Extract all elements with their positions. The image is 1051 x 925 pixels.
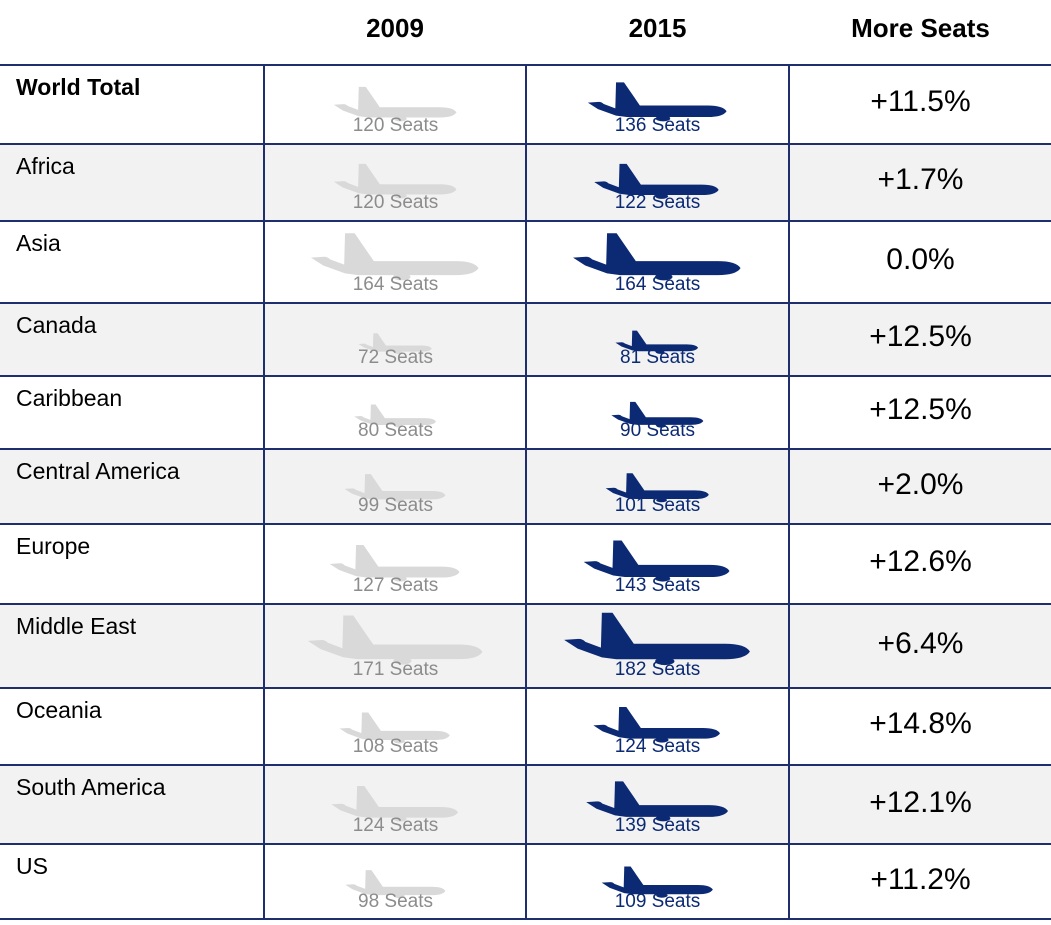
seats-2015-label: 164 Seats [614,273,701,295]
plane-2009-icon [333,164,457,199]
seats-2009-label: 124 Seats [352,815,439,837]
seats-2009-label: 80 Seats [358,420,433,442]
plane-2015-icon [583,540,730,582]
seats-2009-label: 98 Seats [358,890,433,912]
region-label: Central America [16,458,180,485]
column-divider [525,64,527,919]
cell-2009: 108 Seats [265,689,526,764]
cell-2009: 124 Seats [265,766,526,843]
more-seats-value: +14.8% [869,707,972,741]
plane-2015-icon [593,707,721,743]
seats-2015-label: 101 Seats [614,495,701,517]
cell-2015: 139 Seats [527,766,788,843]
cell-2015: 81 Seats [527,304,788,375]
plane-2015-icon [605,473,709,503]
more-seats-value: +12.6% [869,545,972,579]
more-seats-value: +11.2% [870,863,971,897]
region-label: Asia [16,230,61,256]
seats-2009-label: 108 Seats [352,736,439,758]
cell-2009: 164 Seats [265,222,526,302]
region-label: Caribbean [16,384,123,411]
header-more-seats: More Seats [851,13,990,43]
cell-2009: 99 Seats [265,450,526,523]
plane-2015-icon [572,232,741,281]
plane-2015-icon [601,866,713,898]
region-label: Middle East [16,612,137,639]
region-label: Europe [16,533,91,560]
more-seats-value: +12.1% [869,785,972,819]
plane-2015-icon [585,781,728,822]
cell-2015: 136 Seats [527,66,788,143]
cell-2009: 120 Seats [265,66,526,143]
plane-2009-icon [310,232,479,281]
plane-2009-icon [354,404,436,428]
plane-2009-icon [339,711,451,743]
cell-2015: 182 Seats [527,605,788,687]
seats-2015-label: 122 Seats [614,191,701,213]
plane-2009-icon [344,473,446,503]
more-seats-value: +12.5% [869,393,972,427]
cell-2015: 109 Seats [527,845,788,919]
seats-2015-label: 139 Seats [614,815,701,837]
seats-2015-label: 109 Seats [614,890,701,912]
seats-2015-label: 81 Seats [620,346,695,368]
cell-2015: 90 Seats [527,377,788,449]
seats-2009-label: 171 Seats [352,658,439,680]
cell-2009: 127 Seats [265,525,526,603]
seats-2009-label: 127 Seats [352,574,439,596]
region-label: US [16,853,48,880]
plane-2009-icon [333,87,457,122]
more-seats-value: +11.5% [870,85,971,119]
plane-2009-icon [331,786,459,822]
plane-2009-icon [344,869,445,898]
more-seats-value: 0.0% [886,242,955,276]
seats-2015-label: 124 Seats [614,736,701,758]
seats-2015-label: 182 Seats [614,658,701,680]
seats-2015-label: 143 Seats [614,574,701,596]
region-label: World Total [16,74,141,100]
cell-2015: 143 Seats [527,525,788,603]
header-2015: 2015 [628,13,687,43]
more-seats-value: +12.5% [869,320,972,354]
more-seats-value: +1.7% [877,163,964,197]
seats-2009-label: 99 Seats [358,495,433,517]
seats-2015-label: 90 Seats [620,420,695,442]
plane-2009-icon [307,615,482,665]
region-label: Canada [16,311,97,338]
cell-2009: 80 Seats [265,377,526,449]
cell-2009: 171 Seats [265,605,526,687]
cell-2015: 124 Seats [527,689,788,764]
seats-2009-label: 120 Seats [352,114,439,136]
table-bottom-border [0,918,1051,920]
cell-2015: 101 Seats [527,450,788,523]
more-seats-value: +6.4% [877,626,964,660]
cell-2009: 72 Seats [265,304,526,375]
plane-2015-icon [610,401,703,428]
cell-2015: 122 Seats [527,145,788,220]
plane-2009-icon [330,545,460,582]
plane-2015-icon [587,82,727,122]
region-label: Oceania [16,696,102,723]
region-label: South America [16,774,166,801]
seats-2009-label: 164 Seats [352,273,439,295]
region-label: Africa [16,152,75,179]
column-divider [263,64,265,919]
cell-2009: 98 Seats [265,845,526,919]
more-seats-value: +2.0% [877,467,964,501]
plane-2015-icon [615,330,699,354]
plane-2009-icon [358,333,432,354]
plane-2015-icon [594,163,720,199]
header-2009: 2009 [366,13,424,43]
plane-2015-icon [563,612,750,665]
seats-2009-label: 120 Seats [352,191,439,213]
seats-2009-label: 72 Seats [358,346,433,368]
cell-2015: 164 Seats [527,222,788,302]
column-divider [788,64,790,919]
seats-2015-label: 136 Seats [614,114,701,136]
cell-2009: 120 Seats [265,145,526,220]
